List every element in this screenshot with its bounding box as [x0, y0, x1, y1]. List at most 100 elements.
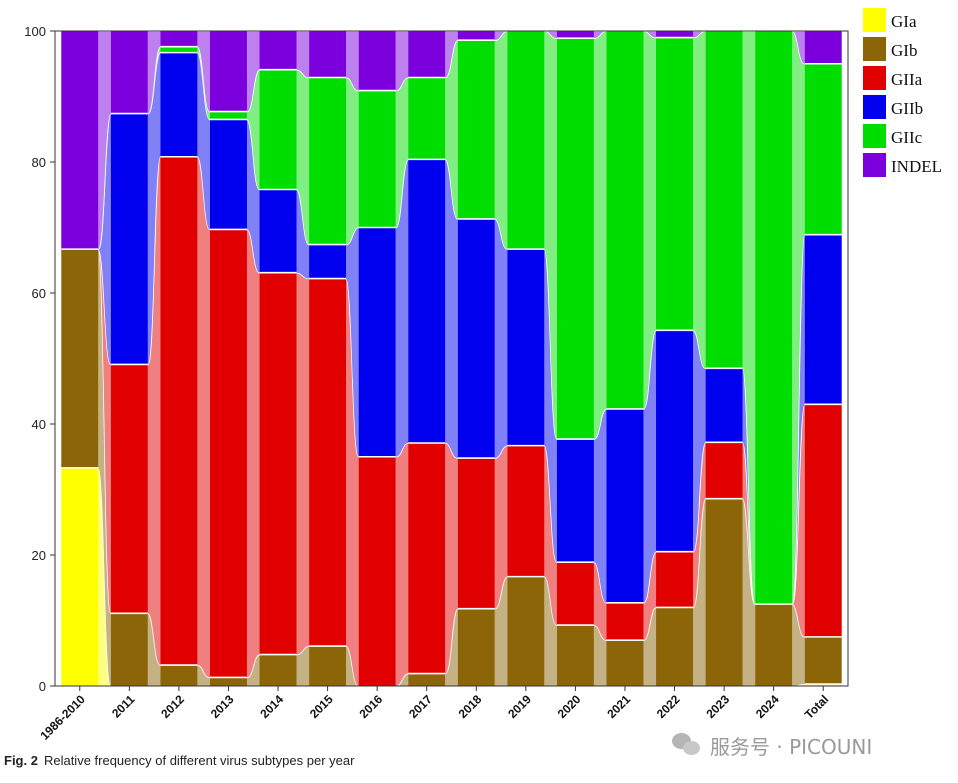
connector-giib-11	[643, 330, 657, 603]
connector-indel-6	[395, 31, 409, 91]
connector-giia-5	[346, 278, 359, 686]
bar-gib-2020	[556, 625, 594, 686]
connector-gib-14	[792, 604, 805, 686]
connector-giib-10	[593, 408, 607, 603]
bar-giib-2023	[705, 368, 743, 443]
connector-giib-9	[544, 249, 557, 563]
connector-gib-9	[544, 576, 557, 686]
caption-label: Fig. 2	[4, 753, 38, 768]
bar-gib-1986-2010	[61, 249, 99, 468]
connector-giia-1	[147, 156, 161, 666]
bar-giib-2017	[408, 159, 446, 443]
legend-label-gib: GIb	[891, 41, 917, 60]
legend-swatch-gia	[863, 8, 886, 32]
connector-gib-3	[246, 654, 260, 686]
connector-giic-7	[445, 40, 458, 219]
connector-giic-11	[643, 31, 657, 409]
bar-giib-2021	[606, 408, 644, 603]
connector-giia-11	[643, 551, 657, 641]
bar-giia-2019	[507, 445, 545, 577]
bar-indel-2016	[358, 31, 396, 91]
connector-giic-14	[792, 31, 805, 605]
connector-gib-11	[643, 607, 657, 686]
bar-giia-2015	[309, 278, 347, 647]
connector-indel-11	[643, 31, 657, 38]
x-tick-label: 2020	[555, 692, 584, 721]
bar-giia-2014	[259, 272, 297, 655]
bar-gib-2022	[656, 607, 694, 686]
connector-gib-4	[296, 646, 310, 686]
x-tick-label: 2024	[753, 692, 782, 721]
series-connector-bands	[97, 30, 806, 687]
bar-indel-2018	[457, 31, 495, 41]
bar-indel-2015	[309, 31, 347, 78]
connector-giic-13	[742, 31, 756, 605]
connector-giic-6	[395, 77, 409, 228]
bar-gib-2019	[507, 576, 545, 686]
bar-giia-2020	[556, 562, 594, 626]
bar-giic-2020	[556, 38, 594, 440]
connector-giia-8	[494, 445, 508, 609]
bar-giic-2021	[606, 31, 644, 409]
bar-giia-2016	[358, 456, 396, 686]
connector-giib-0	[98, 113, 111, 365]
connector-giib-6	[395, 159, 409, 457]
bar-giib-2014	[259, 189, 297, 273]
bar-giia-2023	[705, 442, 743, 499]
bar-gib-2013	[209, 677, 247, 686]
bar-giic-2016	[358, 90, 396, 228]
legend-label-giic: GIIc	[891, 128, 923, 147]
x-tick-label: 2016	[356, 692, 385, 721]
y-tick-label: 100	[24, 24, 46, 39]
bar-giia-2022	[656, 551, 694, 608]
connector-gib-12	[693, 498, 706, 686]
figure-caption: Fig. 2 Relative frequency of different vi…	[4, 753, 354, 768]
y-tick-label: 60	[32, 286, 46, 301]
connector-giia-12	[693, 442, 706, 608]
bar-giia-2018	[457, 458, 495, 609]
legend-swatch-gib	[863, 37, 886, 61]
x-tick-label: 2015	[307, 692, 336, 721]
bar-gib-2014	[259, 654, 297, 686]
bar-gib-Total	[804, 636, 842, 685]
bar-giic-2019	[507, 31, 545, 250]
connector-indel-1	[147, 31, 161, 114]
bar-indel-2014	[259, 31, 297, 70]
bar-giib-2013	[209, 119, 247, 230]
bar-giia-2021	[606, 602, 644, 641]
bar-indel-2011	[110, 31, 148, 114]
x-tick-label: 2012	[158, 692, 187, 721]
bar-giia-2011	[110, 364, 148, 614]
connector-giib-4	[296, 189, 310, 279]
bar-giic-2022	[656, 37, 694, 331]
bar-gib-2024	[755, 604, 793, 686]
legend: GIa GIb GIIa GIIb GIIc INDEL	[863, 8, 942, 177]
legend-swatch-giia	[863, 66, 886, 90]
x-tick-label: 2022	[654, 692, 683, 721]
connector-giia-3	[246, 229, 260, 678]
connector-giia-7	[445, 442, 458, 674]
x-tick-label: 2021	[604, 692, 633, 721]
watermark-text: 服务号 · PICOUNI	[710, 734, 873, 759]
connector-giic-12	[693, 31, 706, 369]
connector-giic-8	[494, 31, 508, 250]
bar-gib-2023	[705, 498, 743, 686]
bar-giib-2012	[160, 52, 198, 157]
wechat-icon	[672, 733, 702, 757]
connector-indel-0	[98, 31, 111, 250]
legend-swatch-indel	[863, 153, 886, 177]
bar-giib-2011	[110, 113, 148, 365]
bar-giia-Total	[804, 404, 842, 637]
connector-giic-5	[346, 77, 359, 245]
connector-gib-2	[197, 665, 210, 686]
watermark: 服务号 · PICOUNI	[672, 730, 952, 760]
bar-giib-2015	[309, 244, 347, 279]
bar-segments	[61, 31, 842, 686]
bar-giic-2012	[160, 46, 198, 53]
connector-giib-2	[197, 52, 210, 230]
x-tick-label: 1986-2010	[37, 692, 88, 743]
legend-label-gia: GIa	[891, 12, 917, 31]
connector-giic-3	[246, 69, 260, 190]
bar-giia-2013	[209, 229, 247, 678]
